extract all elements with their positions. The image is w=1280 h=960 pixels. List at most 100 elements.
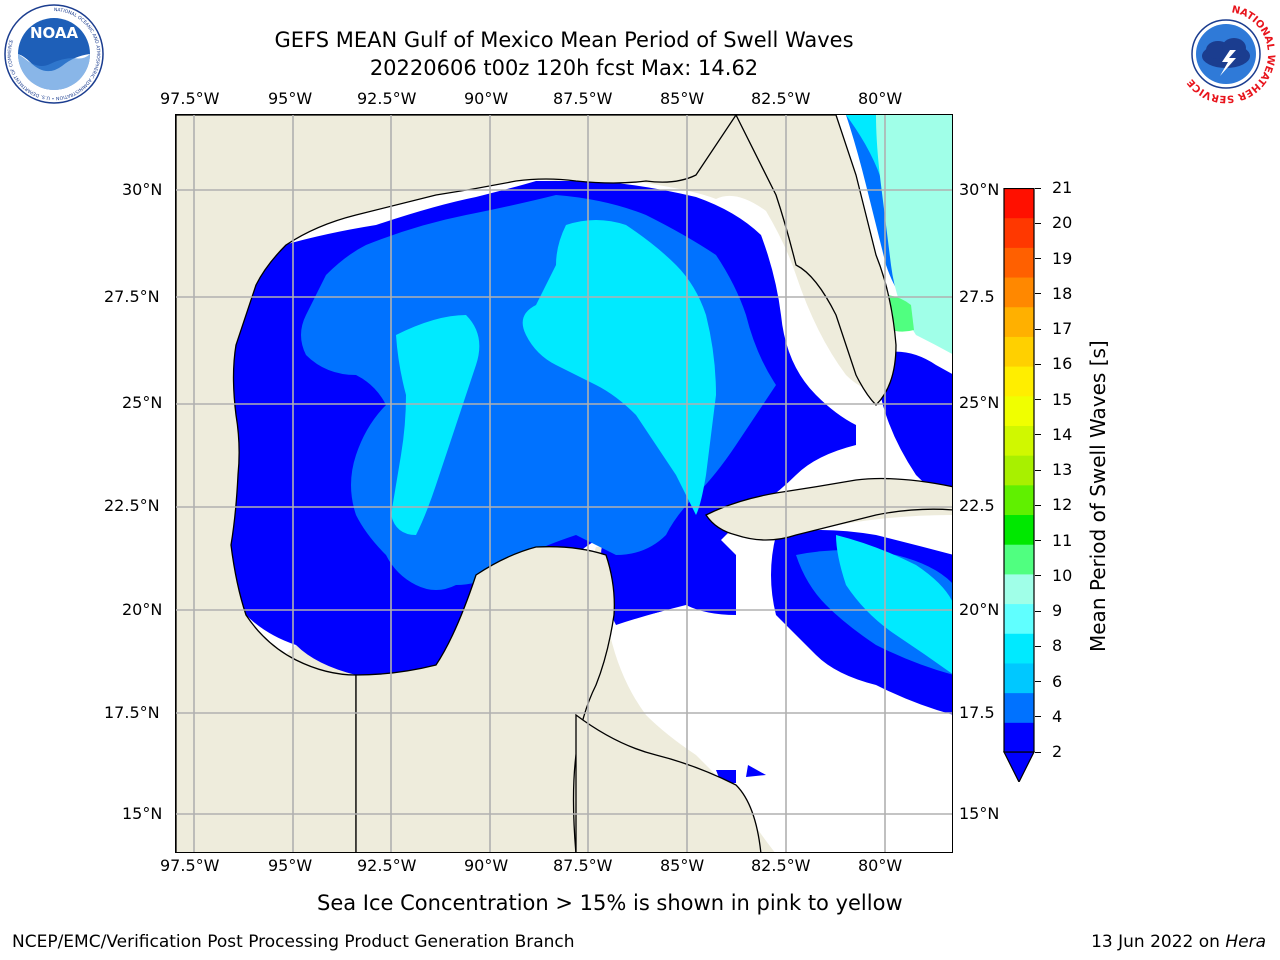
- lat-label-left: 25°N: [122, 393, 163, 412]
- colorbar-tick-label: 12: [1052, 495, 1073, 515]
- lat-label-left: 30°N: [122, 180, 163, 199]
- lon-label-bottom: 80°W: [858, 856, 903, 875]
- colorbar-swatch: [1004, 722, 1034, 753]
- noaa-logo: NOAA NATIONAL OCEANIC AND ATMOSPHERIC AD…: [4, 4, 104, 104]
- contour-8-9: [876, 115, 952, 354]
- colorbar-tick-label: 20: [1052, 213, 1073, 233]
- contour-2-4: [746, 765, 766, 777]
- lat-label-right: 30°N: [959, 180, 1000, 199]
- colorbar-swatch: [1004, 217, 1034, 248]
- map-canvas: [176, 115, 952, 852]
- lat-label-right: 27.5: [959, 287, 995, 306]
- colorbar-tick-mark: [1035, 187, 1041, 189]
- colorbar-swatch: [1004, 573, 1034, 605]
- lon-label-top: 97.5°W: [160, 89, 220, 108]
- lon-label-top: 92.5°W: [357, 89, 417, 108]
- lon-label-bottom: 92.5°W: [357, 856, 417, 875]
- colorbar-tick-mark: [1035, 575, 1041, 577]
- nws-logo: NATIONAL WEATHER SERVICE: [1176, 4, 1276, 104]
- lon-label-top: 82.5°W: [751, 89, 811, 108]
- mexico-us-land: [176, 115, 737, 852]
- colorbar-swatch: [1004, 544, 1034, 575]
- colorbar-swatch: [1004, 603, 1034, 634]
- lat-label-right: 25°N: [959, 393, 1000, 412]
- colorbar-tick-mark: [1035, 645, 1041, 647]
- colorbar-scale: [1003, 187, 1035, 784]
- colorbar-tick-label: 11: [1052, 530, 1073, 550]
- colorbar-tick-mark: [1035, 258, 1041, 259]
- lon-label-bottom: 87.5°W: [553, 856, 613, 875]
- lat-label-right: 17.5: [959, 703, 995, 722]
- colorbar-tick-mark: [1035, 434, 1041, 436]
- colorbar-tick-mark: [1035, 399, 1041, 400]
- lon-label-top: 90°W: [464, 89, 509, 108]
- central-america-land: [575, 713, 762, 852]
- lat-label-left: 22.5°N: [104, 496, 160, 515]
- noaa-logo-text: NOAA: [30, 24, 79, 42]
- colorbar-border: [1003, 187, 1035, 753]
- lat-label-left: 20°N: [122, 600, 163, 619]
- colorbar-tick-label: 17: [1052, 319, 1073, 338]
- colorbar-tick-label: 19: [1052, 248, 1073, 268]
- lon-label-top: 95°W: [268, 89, 313, 108]
- colorbar-tick-mark: [1035, 610, 1041, 612]
- colorbar-swatch: [1004, 247, 1034, 278]
- lat-label-right: 22.5: [959, 496, 995, 515]
- colorbar-tick-mark: [1035, 222, 1041, 224]
- lat-label-left: 17.5°N: [104, 703, 160, 722]
- colorbar-swatch: [1004, 692, 1034, 723]
- contour-2-4: [602, 530, 736, 625]
- run-info: 13 Jun 2022 on Hera: [1091, 932, 1266, 952]
- colorbar-tick-label: 14: [1052, 424, 1073, 444]
- run-date: 13 Jun 2022 on: [1091, 932, 1226, 952]
- colorbar-swatch: [1004, 662, 1034, 694]
- colorbar-tick-label: 21: [1052, 178, 1073, 197]
- lat-label-left: 27.5°N: [104, 287, 160, 306]
- lon-label-bottom: 85°W: [660, 856, 705, 875]
- colorbar-swatch: [1004, 336, 1034, 367]
- colorbar-tick-label: 13: [1052, 460, 1073, 479]
- colorbar-swatch: [1004, 425, 1034, 456]
- colorbar-tick-mark: [1035, 716, 1041, 718]
- colorbar-tick-label: 16: [1052, 354, 1073, 374]
- colorbar-tick-mark: [1035, 504, 1041, 506]
- colorbar-swatch: [1004, 306, 1034, 337]
- colorbar-tick-label: 15: [1052, 389, 1073, 409]
- colorbar-swatch: [1004, 633, 1034, 664]
- colorbar-tick-label: 10: [1052, 565, 1073, 585]
- yucatan-land: [355, 546, 615, 852]
- lat-label-left: 15°N: [122, 804, 163, 823]
- lon-label-bottom: 95°W: [268, 856, 313, 875]
- colorbar-tick-mark: [1035, 681, 1041, 682]
- contour-6-8: [836, 535, 952, 674]
- colorbar-tick-mark: [1035, 751, 1041, 753]
- contour-2-4: [876, 351, 952, 504]
- lon-label-top: 87.5°W: [553, 89, 613, 108]
- branch-credit: NCEP/EMC/Verification Post Processing Pr…: [12, 932, 575, 952]
- colorbar-tick-mark: [1035, 540, 1041, 541]
- colorbar-tick-label: 4: [1052, 706, 1063, 726]
- colorbar-swatch: [1004, 514, 1034, 545]
- sea-ice-note: Sea Ice Concentration > 15% is shown in …: [317, 891, 903, 915]
- colorbar-swatch: [1004, 188, 1034, 219]
- colorbar-tick-label: 8: [1052, 636, 1063, 656]
- colorbar-tick-label: 6: [1052, 671, 1063, 691]
- graticule: [176, 115, 952, 852]
- lon-label-top: 85°W: [660, 89, 705, 108]
- lat-label-right: 20°N: [959, 600, 1000, 619]
- colorbar-tick-mark: [1035, 363, 1041, 365]
- colorbar-swatch: [1004, 455, 1034, 486]
- colorbar-label: Mean Period of Swell Waves [s]: [1086, 340, 1110, 652]
- chart-subtitle: 20220606 t00z 120h fcst Max: 14.62: [369, 56, 759, 80]
- colorbar-tick-mark: [1035, 328, 1041, 330]
- lon-label-top: 80°W: [858, 89, 903, 108]
- chart-title: GEFS MEAN Gulf of Mexico Mean Period of …: [274, 28, 854, 52]
- colorbar-tick-mark: [1035, 293, 1041, 295]
- colorbar-extend-arrow: [1003, 751, 1035, 784]
- map-panel: [175, 114, 953, 853]
- colorbar: [1003, 187, 1035, 784]
- colorbar-tick-label: 18: [1052, 283, 1073, 303]
- contour-6-8: [391, 315, 480, 535]
- colorbar-swatch: [1004, 484, 1034, 516]
- colorbar-swatch: [1004, 277, 1034, 308]
